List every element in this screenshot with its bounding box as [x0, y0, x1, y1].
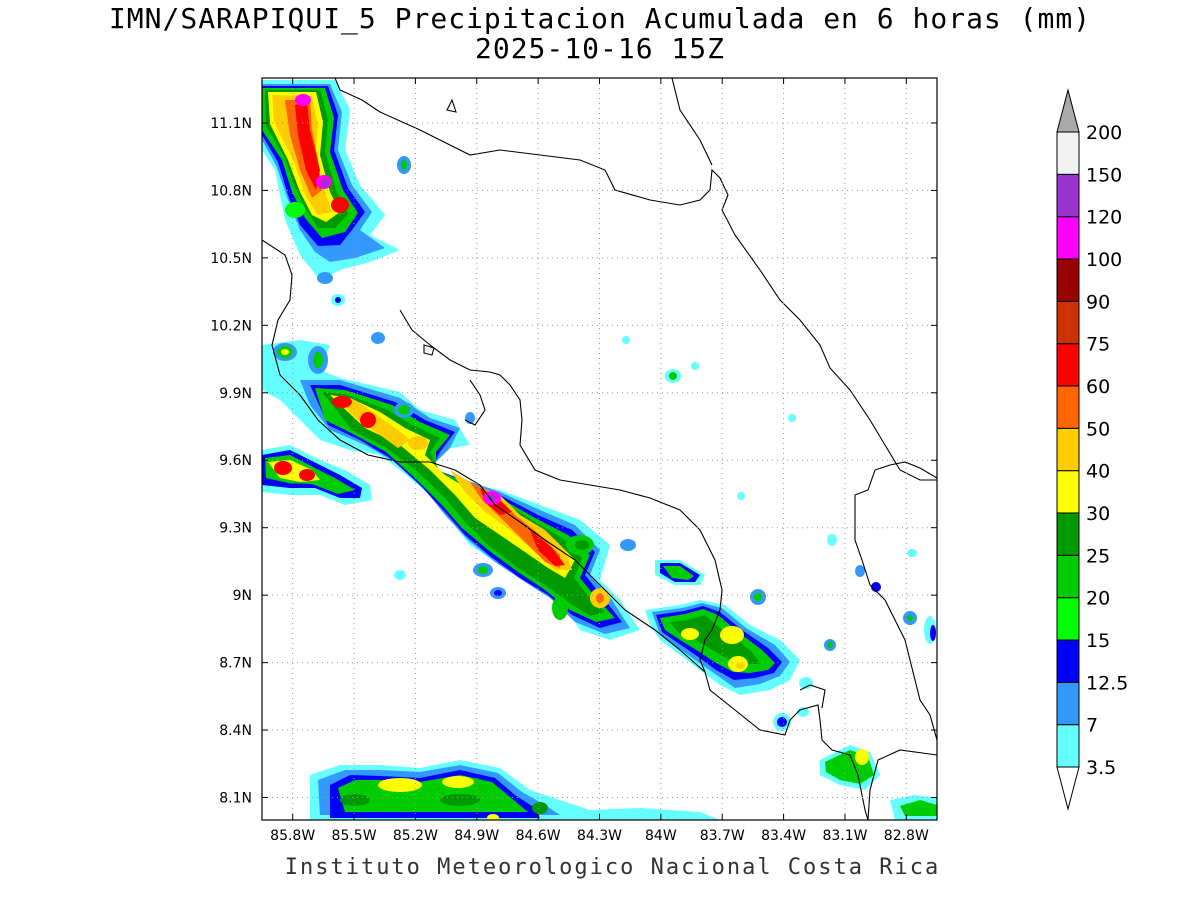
colorbar-swatch: [1056, 554, 1080, 599]
lon-tick-label: 83.7W: [700, 828, 745, 844]
map-subtitle-datetime: 2025-10-16 15Z: [474, 32, 725, 65]
lat-tick-label: 9.3N: [219, 521, 252, 537]
colorbar-swatch: [1056, 300, 1080, 345]
colorbar-swatch: [1056, 724, 1080, 768]
colorbar-swatch: [1056, 681, 1080, 726]
lon-tick-label: 84.9W: [454, 828, 499, 844]
colorbar-swatch: [1056, 216, 1080, 260]
colorbar-label: 25: [1086, 545, 1110, 567]
rain-band-northwest: [262, 80, 411, 306]
colorbar-label: 60: [1086, 376, 1110, 398]
colorbar-swatch: [1056, 258, 1080, 302]
rain-band-south-pacific: [310, 760, 720, 820]
colorbar-swatch: [1056, 173, 1080, 218]
colorbar-label: 50: [1086, 418, 1110, 440]
axis-ticks: 85.8W 85.5W 85.2W 84.9W 84.6W 84.3W 84W 83.7W 83…: [210, 78, 937, 844]
colorbar-swatch: [1056, 639, 1080, 683]
colorbar-label: 15: [1086, 630, 1110, 652]
colorbar-min-arrow: [1056, 766, 1080, 811]
lon-tick-label: 83.1W: [822, 828, 867, 844]
lat-tick-label: 10.2N: [210, 318, 252, 334]
lon-tick-label: 85.5W: [332, 828, 377, 844]
colorbar-swatch: [1056, 597, 1080, 641]
lon-tick-label: 83.4W: [761, 828, 806, 844]
lon-tick-label: 85.2W: [393, 828, 438, 844]
lat-tick-label: 9.6N: [219, 453, 252, 469]
lon-tick-label: 84W: [645, 828, 677, 844]
colorbar-swatch: [1056, 512, 1080, 556]
lat-tick-label: 9N: [233, 588, 252, 604]
lat-tick-label: 10.5N: [210, 251, 252, 267]
precipitation-field: [262, 80, 937, 820]
colorbar-label: 20: [1086, 588, 1110, 610]
colorbar-label: 75: [1086, 334, 1110, 356]
footer-credit: Instituto Meteorologico Nacional Costa R…: [284, 855, 941, 880]
coastline-borders: [262, 78, 937, 820]
colorbar-label: 7: [1086, 715, 1098, 737]
colorbar-label: 40: [1086, 461, 1110, 483]
lon-tick-label: 85.8W: [270, 828, 315, 844]
colorbar-swatch: [1056, 470, 1080, 514]
colorbar-swatch: [1056, 131, 1080, 175]
colorbar-label: 200: [1086, 122, 1122, 144]
lat-tick-label: 9.9N: [219, 386, 252, 402]
colorbar-max-arrow: [1056, 88, 1080, 133]
rain-band-central: [262, 332, 640, 640]
rain-band-southeast: [622, 336, 937, 820]
map-grid: [262, 78, 937, 820]
colorbar-label: 90: [1086, 291, 1110, 313]
lat-tick-label: 8.1N: [219, 791, 252, 807]
colorbar-swatch: [1056, 427, 1080, 472]
precipitation-colorbar: 3.5 7 12.5 15 20 25 30 40 50 60 75 90 100 120 150 200: [1056, 88, 1128, 811]
lat-tick-label: 11.1N: [210, 116, 252, 132]
colorbar-label: 3.5: [1086, 757, 1116, 779]
colorbar-swatch: [1056, 343, 1080, 387]
lon-tick-label: 84.6W: [516, 828, 561, 844]
colorbar-label: 30: [1086, 503, 1110, 525]
lat-tick-label: 8.7N: [219, 656, 252, 672]
colorbar-label: 150: [1086, 164, 1122, 186]
map-title: IMN/SARAPIQUI_5 Precipitacion Acumulada …: [108, 2, 1092, 35]
lat-tick-label: 10.8N: [210, 183, 252, 199]
lon-tick-label: 84.3W: [577, 828, 622, 844]
colorbar-swatch: [1056, 385, 1080, 429]
lat-tick-label: 8.4N: [219, 723, 252, 739]
lon-tick-label: 82.8W: [884, 828, 929, 844]
colorbar-label: 12.5: [1086, 672, 1128, 694]
colorbar-label: 100: [1086, 249, 1122, 271]
colorbar-label: 120: [1086, 207, 1122, 229]
